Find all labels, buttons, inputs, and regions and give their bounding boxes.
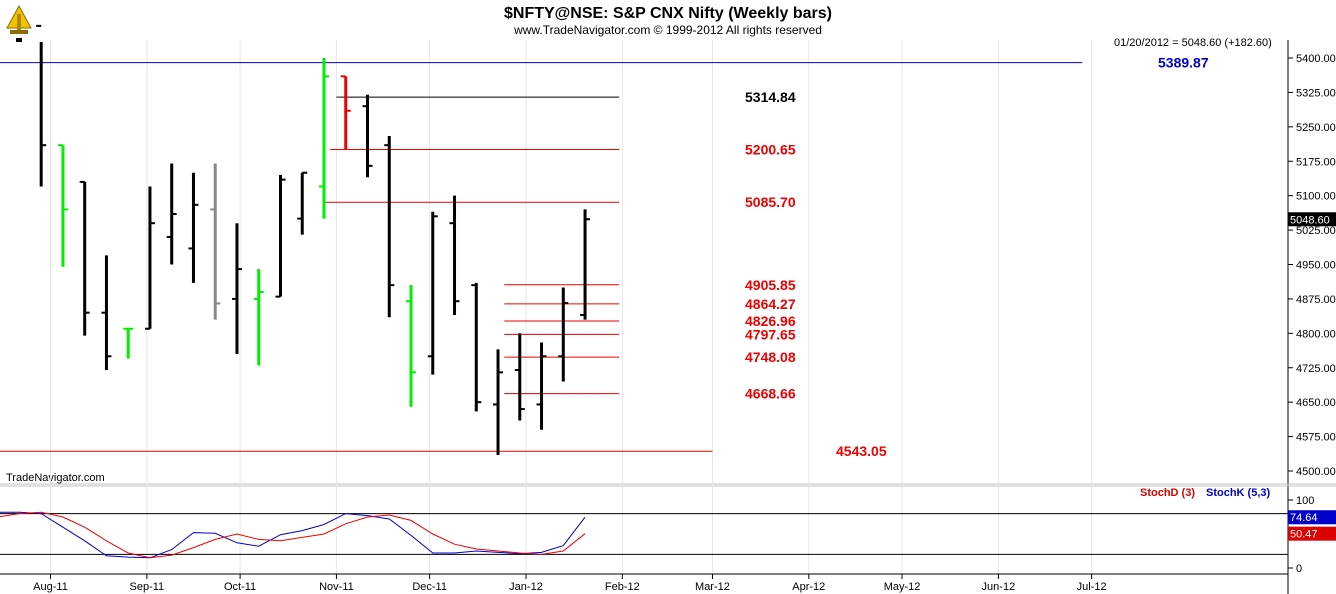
level-label: 5389.87 xyxy=(1158,55,1209,71)
x-tick-label: Jul-12 xyxy=(1077,581,1107,593)
level-label: 4543.05 xyxy=(836,443,887,459)
stoch-tick-label: 0 xyxy=(1296,563,1302,575)
ohlc-bar xyxy=(144,186,155,330)
chart-title: $NFTY@NSE: S&P CNX Nifty (Weekly bars) xyxy=(504,5,832,22)
y-tick-label: 4725.00 xyxy=(1296,363,1336,375)
ohlc-bar xyxy=(580,209,591,320)
ohlc-bar xyxy=(406,285,417,407)
stochk-tag xyxy=(1288,510,1336,525)
ohlc-bar xyxy=(558,287,569,382)
chart-subtitle: www.TradeNavigator.com © 1999-2012 All r… xyxy=(513,23,822,37)
x-tick-label: Jan-12 xyxy=(509,581,543,593)
y-tick-label: 4500.00 xyxy=(1296,466,1336,478)
level-label: 4905.85 xyxy=(745,277,796,293)
watermark: TradeNavigator.com xyxy=(6,472,105,484)
ohlc-bar xyxy=(340,75,351,150)
last-price-tag xyxy=(1288,212,1336,227)
x-tick-label: Mar-12 xyxy=(695,581,730,593)
ohlc-bar xyxy=(36,24,47,187)
last-bar-info: 01/20/2012 = 5048.60 (+182.60) xyxy=(1114,37,1272,49)
stochastic-panel xyxy=(0,511,1288,559)
ohlc-bar xyxy=(166,163,177,265)
y-tick-label: 4575.00 xyxy=(1296,432,1336,444)
y-tick-label: 5400.00 xyxy=(1296,53,1336,65)
stoch-tick-label: 100 xyxy=(1296,495,1314,507)
legend-stochd: StochD (3) xyxy=(1140,487,1195,499)
ohlc-bar xyxy=(536,342,547,430)
ohlc-bar xyxy=(231,223,242,354)
level-label: 4826.96 xyxy=(745,313,796,329)
ohlc-bar xyxy=(362,94,373,178)
x-tick-label: Oct-11 xyxy=(224,581,256,593)
level-label: 4748.08 xyxy=(745,349,796,365)
y-tick-label: 5100.00 xyxy=(1296,191,1336,203)
ohlc-bar xyxy=(493,349,504,455)
ohlc-bar xyxy=(79,180,90,336)
ohlc-bar xyxy=(57,144,68,267)
ohlc-bar xyxy=(210,163,221,320)
logo-icon[interactable] xyxy=(4,4,34,34)
stochd-tag-text: 50.47 xyxy=(1290,529,1318,541)
last-price-text: 5048.60 xyxy=(1290,214,1330,226)
y-tick-label: 4650.00 xyxy=(1296,397,1336,409)
y-tick-label: 4800.00 xyxy=(1296,328,1336,340)
ohlc-bar xyxy=(253,269,264,366)
x-tick-label: Dec-11 xyxy=(412,581,447,593)
stoch-line-d xyxy=(0,511,586,559)
ohlc-bar xyxy=(101,255,112,371)
level-label: 4797.65 xyxy=(745,326,796,342)
offscreen-bar-mark xyxy=(16,38,22,42)
price-bars xyxy=(16,24,591,455)
x-tick-label: May-12 xyxy=(884,581,921,593)
y-tick-label: 5250.00 xyxy=(1296,122,1336,134)
ohlc-bar xyxy=(427,211,438,375)
x-tick-label: Apr-12 xyxy=(792,581,825,593)
x-tick-label: Aug-11 xyxy=(33,581,68,593)
ohlc-bar xyxy=(471,282,482,412)
level-label: 5085.70 xyxy=(745,194,796,210)
y-tick-label: 5325.00 xyxy=(1296,87,1336,99)
ohlc-bar xyxy=(188,172,199,283)
level-label: 4668.66 xyxy=(745,386,796,402)
ohlc-bar xyxy=(123,327,134,359)
y-tick-label: 5025.00 xyxy=(1296,225,1336,237)
level-label: 5200.65 xyxy=(745,141,796,157)
price-grid xyxy=(0,40,1336,594)
ohlc-bar xyxy=(318,58,329,219)
ohlc-bar xyxy=(275,175,286,298)
ohlc-bar xyxy=(514,333,525,421)
title-area: $NFTY@NSE: S&P CNX Nifty (Weekly bars) w… xyxy=(4,4,832,37)
x-tick-label: Nov-11 xyxy=(319,581,354,593)
y-tick-label: 5175.00 xyxy=(1296,156,1336,168)
date-axis: Aug-11 Sep-11 Oct-11 Nov-11 Dec-11 Jan-12 Feb-… xyxy=(0,573,1288,593)
legend-stochk: StochK (5,3) xyxy=(1206,487,1271,499)
price-axis: 5400.00 5325.00 5250.00 5175.00 5100.00 5025.… xyxy=(1288,53,1336,478)
y-tick-label: 4875.00 xyxy=(1296,294,1336,306)
stochd-tag xyxy=(1288,526,1336,541)
level-label: 4864.27 xyxy=(745,296,796,312)
ohlc-bar xyxy=(449,195,460,315)
stochk-tag-text: 74.64 xyxy=(1290,512,1318,524)
x-tick-label: Feb-12 xyxy=(605,581,640,593)
ohlc-bar xyxy=(384,136,395,318)
y-tick-label: 4950.00 xyxy=(1296,260,1336,272)
stochastic-legend: StochD (3) StochK (5,3) xyxy=(1140,487,1271,499)
level-label: 5314.84 xyxy=(745,89,796,105)
price-levels: 5389.87 5314.84 5200.65 5085.70 4905.85 4864.… xyxy=(0,55,1209,459)
x-tick-label: Jun-12 xyxy=(982,581,1016,593)
x-tick-label: Sep-11 xyxy=(130,581,165,593)
ohlc-bar xyxy=(297,171,308,235)
stochastic-axis: 100 0 74.64 50.47 xyxy=(1288,495,1336,575)
